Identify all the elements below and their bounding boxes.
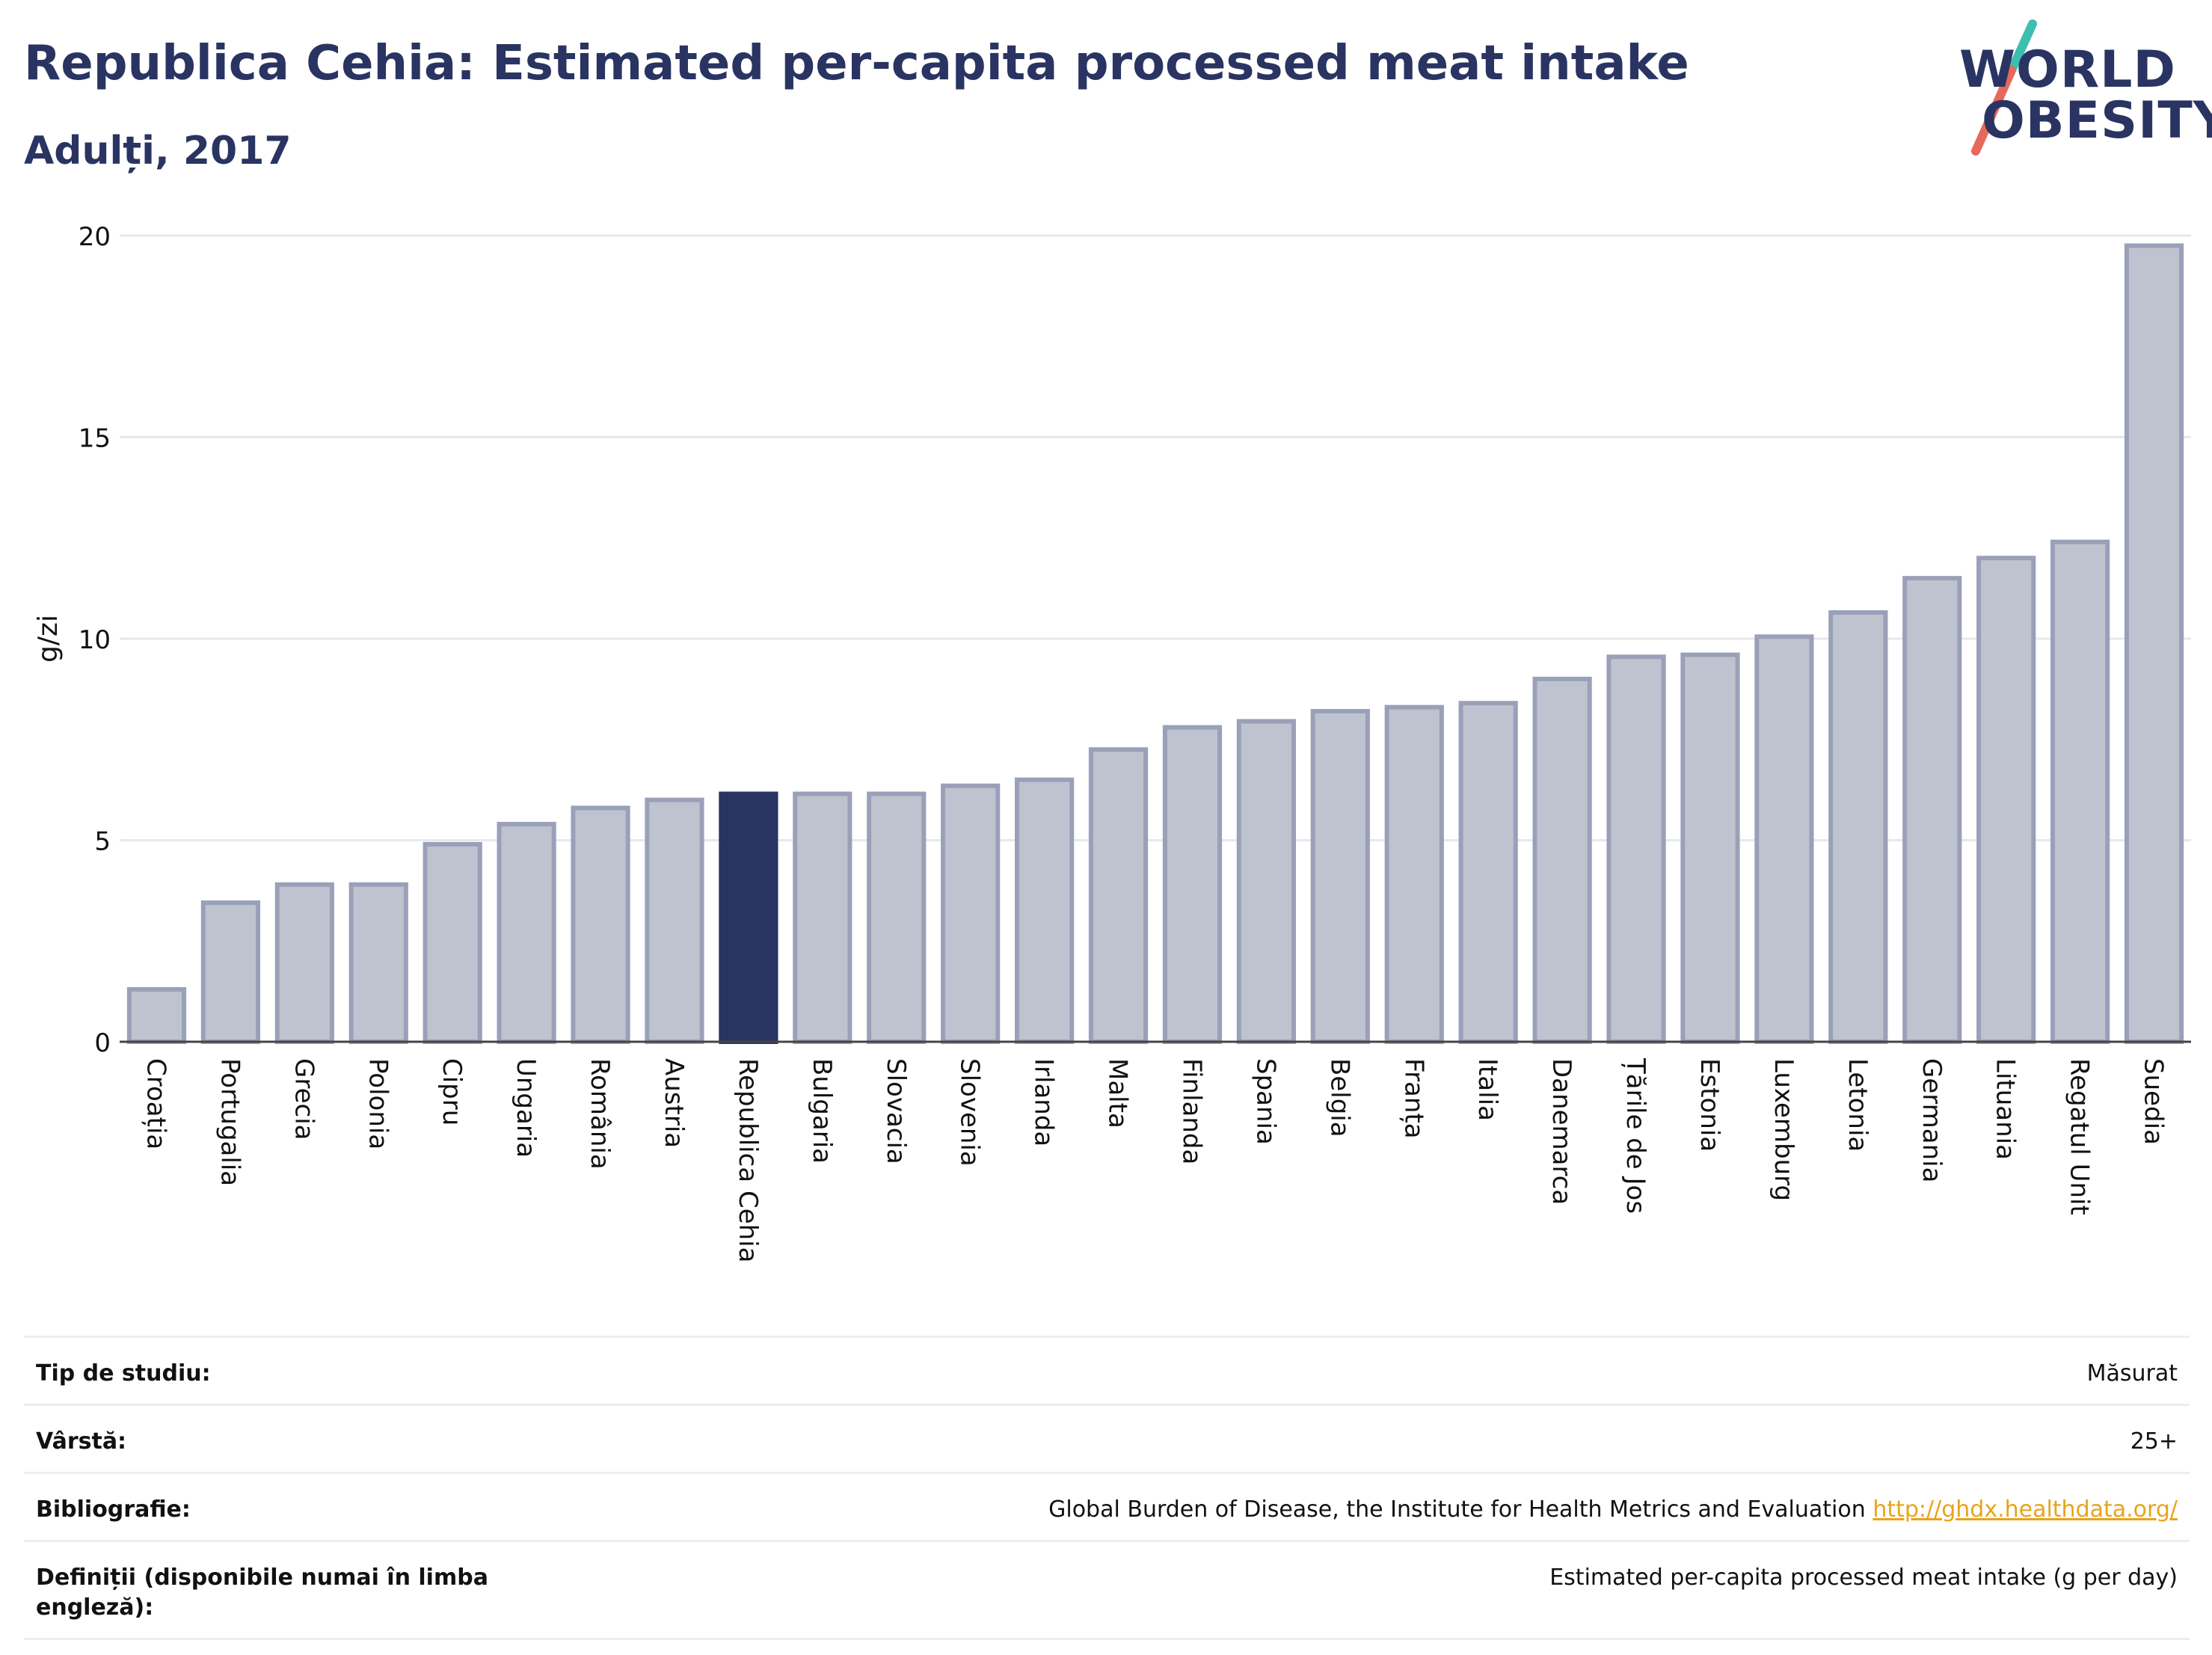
bar-14	[1162, 725, 1223, 1045]
info-key: Vârstă:	[36, 1428, 127, 1455]
info-key: Tip de studiu:	[36, 1360, 211, 1387]
bar-0	[126, 986, 187, 1045]
x-tick-label: România	[585, 1058, 615, 1170]
x-tick-label: Regatul Unit	[2065, 1058, 2095, 1215]
bar-6	[571, 805, 630, 1044]
bar-27	[2124, 243, 2184, 1045]
bar-19	[1532, 676, 1592, 1045]
x-tick-label: Republica Cehia	[733, 1058, 763, 1262]
x-tick-label: Grecia	[289, 1058, 319, 1140]
x-tick-label: Germania	[1917, 1058, 1947, 1182]
bar-15	[1236, 719, 1296, 1044]
x-tick-label: Croația	[141, 1058, 170, 1149]
y-tick-label: 0	[94, 1028, 111, 1058]
x-tick-label: Suedia	[2139, 1058, 2169, 1145]
x-tick-label: Portugalia	[215, 1058, 245, 1186]
bar-26	[2050, 539, 2110, 1044]
bar-16	[1310, 709, 1370, 1045]
info-row-study-type: Tip de studiu: Măsurat	[24, 1336, 2190, 1404]
info-key: Definiții (disponibile numai în limba en…	[36, 1565, 488, 1621]
x-tick-label: Polonia	[363, 1058, 393, 1149]
bar-18	[1458, 701, 1518, 1044]
y-axis-label: g/zi	[33, 615, 64, 663]
info-key: Bibliografie:	[36, 1496, 191, 1523]
x-tick-label: Irlanda	[1029, 1058, 1059, 1146]
x-tick-label: Cipru	[437, 1058, 467, 1126]
x-tick-label: Franța	[1398, 1058, 1428, 1139]
y-tick-label: 10	[79, 625, 111, 655]
bar-12	[1015, 777, 1075, 1045]
bar-11	[941, 783, 1001, 1044]
logo-line-obesity: OBESITY	[1982, 91, 2212, 150]
x-tick-label: Belgia	[1324, 1058, 1354, 1137]
x-tick-label: Țările de Jos	[1620, 1057, 1650, 1214]
x-tick-label: Spania	[1250, 1058, 1280, 1145]
bar-13	[1088, 747, 1149, 1044]
info-value: Global Burden of Disease, the Institute …	[1036, 1474, 2190, 1540]
logo-slash-icon	[1971, 19, 2037, 156]
bar-17	[1384, 704, 1444, 1044]
x-tick-label: Slovacia	[881, 1058, 911, 1164]
bar-25	[1976, 556, 2036, 1044]
x-tick-label: Estonia	[1695, 1058, 1724, 1152]
world-obesity-logo: WORLD OBESITY	[1944, 18, 2212, 160]
chart-subtitle: Adulți, 2017	[24, 129, 292, 174]
x-tick-label: Luxemburg	[1769, 1058, 1798, 1201]
bar-8	[719, 791, 778, 1044]
bar-20	[1606, 654, 1666, 1044]
x-tick-label: Letonia	[1843, 1058, 1872, 1152]
bar-10	[867, 791, 927, 1044]
bar-23	[1828, 610, 1888, 1044]
bar-2	[274, 882, 334, 1044]
bar-24	[1902, 576, 1962, 1044]
bibliography-link[interactable]: http://ghdx.healthdata.org/	[1872, 1496, 2178, 1523]
info-value: Măsurat	[2086, 1360, 2178, 1387]
y-tick-label: 15	[79, 424, 111, 454]
bar-7	[645, 797, 704, 1044]
bar-22	[1754, 634, 1814, 1044]
info-value: 25+	[2130, 1428, 2178, 1455]
y-tick-label: 5	[94, 827, 111, 857]
x-tick-label: Lituania	[1991, 1058, 2021, 1160]
bar-chart: 0 5 10 15 20 g/zi Croația Portugalia Grecia Polon…	[33, 222, 2191, 1262]
logo-line-world: WORLD	[1959, 40, 2176, 99]
info-row-definitions: Definiții (disponibile numai în limba en…	[24, 1540, 2190, 1640]
chart-title: Republica Cehia: Estimated per-capita pr…	[24, 36, 1689, 91]
x-tick-label: Slovenia	[955, 1058, 985, 1167]
y-tick-label: 20	[79, 222, 111, 252]
bibliography-text: Global Burden of Disease, the Institute …	[1048, 1496, 1866, 1523]
bar-5	[497, 821, 556, 1044]
x-tick-label: Finlanda	[1176, 1058, 1206, 1164]
bar-4	[423, 841, 482, 1044]
x-tick-label: Austria	[659, 1058, 689, 1148]
x-tick-label: Danemarca	[1546, 1058, 1576, 1205]
bar-3	[348, 882, 408, 1044]
bar-1	[200, 900, 260, 1044]
bar-9	[793, 791, 852, 1044]
x-tick-label: Italia	[1472, 1058, 1502, 1121]
x-tick-label: Bulgaria	[807, 1058, 837, 1164]
info-row-bibliography: Bibliografie: Global Burden of Disease, …	[24, 1472, 2190, 1540]
x-tick-label: Ungaria	[511, 1058, 541, 1158]
info-table: Tip de studiu: Măsurat Vârstă: 25+ Bibli…	[24, 1336, 2190, 1640]
bar-21	[1680, 652, 1740, 1044]
info-value: Estimated per-capita processed meat inta…	[1549, 1565, 2178, 1591]
info-row-age: Vârstă: 25+	[24, 1404, 2190, 1472]
x-tick-label: Malta	[1103, 1058, 1133, 1129]
